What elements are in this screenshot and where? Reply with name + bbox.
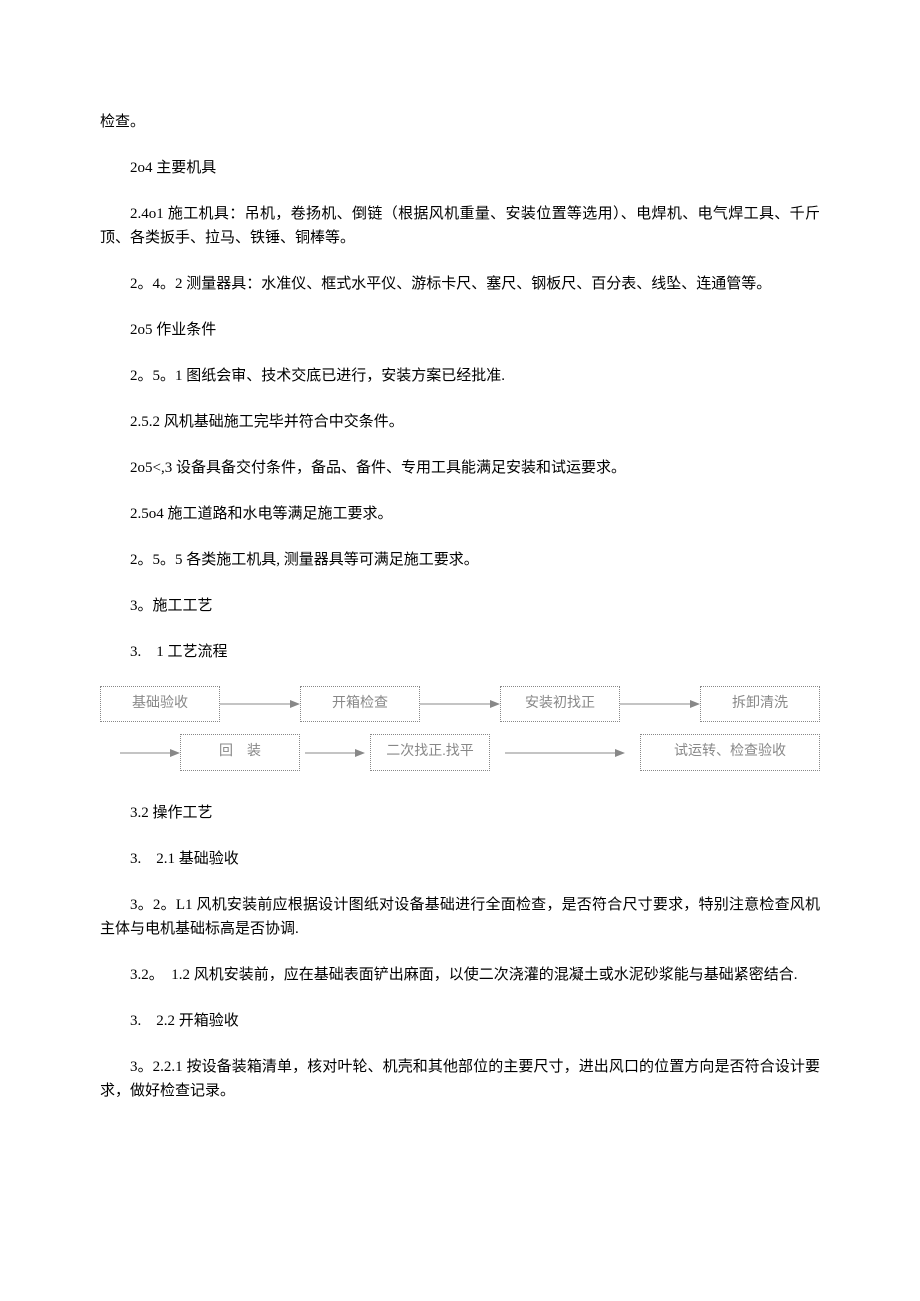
paragraph: 2o4 主要机具 bbox=[100, 156, 820, 180]
paragraph: 3。2。L1 风机安装前应根据设计图纸对设备基础进行全面检查，是否符合尺寸要求，… bbox=[100, 893, 820, 941]
paragraph: 2o5<,3 设备具备交付条件，备品、备件、专用工具能满足安装和试运要求。 bbox=[100, 456, 820, 480]
arrow-icon bbox=[220, 698, 300, 710]
flow-row-1: 基础验收 开箱检查 安装初找正 拆卸清洗 bbox=[100, 686, 820, 722]
paragraph: 2。5。1 图纸会审、技术交底已进行，安装方案已经批准. bbox=[100, 364, 820, 388]
paragraph: 3。施工工艺 bbox=[100, 594, 820, 618]
paragraph: 检查。 bbox=[100, 110, 820, 134]
paragraph: 2.4o1 施工机具：吊机，卷扬机、倒链（根据风机重量、安装位置等选用）、电焊机… bbox=[100, 202, 820, 250]
flow-node: 开箱检查 bbox=[300, 686, 420, 722]
paragraph: 2。5。5 各类施工机具, 测量器具等可满足施工要求。 bbox=[100, 548, 820, 572]
paragraph: 2.5o4 施工道路和水电等满足施工要求。 bbox=[100, 502, 820, 526]
flow-node: 基础验收 bbox=[100, 686, 220, 722]
paragraph: 3.2 操作工艺 bbox=[100, 801, 820, 825]
paragraph: 3. 2.1 基础验收 bbox=[100, 847, 820, 871]
paragraph: 3. 1 工艺流程 bbox=[100, 640, 820, 664]
arrow-icon bbox=[420, 698, 500, 710]
flow-node: 二次找正.找平 bbox=[370, 734, 490, 770]
document-page: 检查。 2o4 主要机具 2.4o1 施工机具：吊机，卷扬机、倒链（根据风机重量… bbox=[0, 0, 920, 1185]
paragraph: 3.2。 1.2 风机安装前，应在基础表面铲出麻面，以使二次浇灌的混凝土或水泥砂… bbox=[100, 963, 820, 987]
paragraph: 2o5 作业条件 bbox=[100, 318, 820, 342]
arrow-icon bbox=[120, 747, 180, 759]
arrow-icon bbox=[300, 747, 370, 759]
paragraph: 2.5.2 风机基础施工完毕并符合中交条件。 bbox=[100, 410, 820, 434]
arrow-icon bbox=[490, 747, 640, 759]
flow-row-2: 回 装 二次找正.找平 试运转、检查验收 bbox=[100, 734, 820, 770]
process-flowchart: 基础验收 开箱检查 安装初找正 拆卸清洗 回 装 二次找正.找平 bbox=[100, 686, 820, 771]
flow-node: 拆卸清洗 bbox=[700, 686, 820, 722]
paragraph: 3. 2.2 开箱验收 bbox=[100, 1009, 820, 1033]
flow-node: 试运转、检查验收 bbox=[640, 734, 820, 770]
flow-node: 安装初找正 bbox=[500, 686, 620, 722]
flow-node: 回 装 bbox=[180, 734, 300, 770]
paragraph: 2。4。2 测量器具：水准仪、框式水平仪、游标卡尺、塞尺、钢板尺、百分表、线坠、… bbox=[100, 272, 820, 296]
arrow-icon bbox=[620, 698, 700, 710]
paragraph: 3。2.2.1 按设备装箱清单，核对叶轮、机壳和其他部位的主要尺寸，进出风口的位… bbox=[100, 1055, 820, 1103]
